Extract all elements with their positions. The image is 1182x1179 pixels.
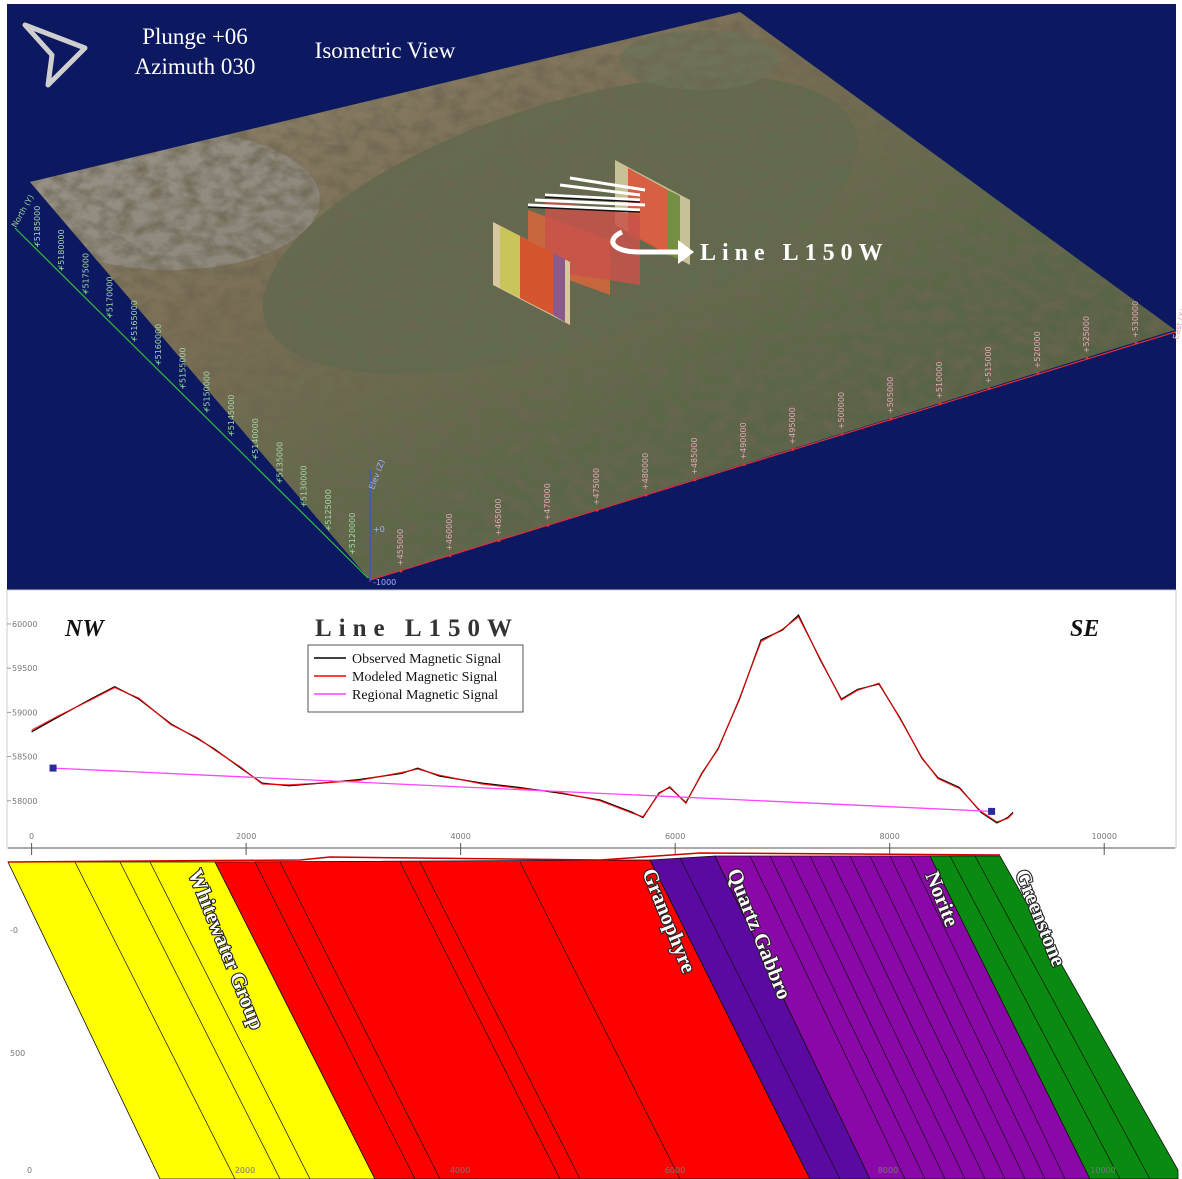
legend-label: Modeled Magnetic Signal	[352, 670, 498, 685]
chart-title: Line L150W	[315, 615, 519, 642]
north-tick-label: +5130000	[300, 465, 309, 507]
east-tick	[841, 433, 844, 436]
east-tick	[939, 402, 942, 405]
legend-label: Regional Magnetic Signal	[352, 688, 498, 703]
y-tick-label: 58500	[12, 753, 37, 762]
east-tick-label: +480000	[641, 453, 650, 490]
east-tick	[890, 418, 893, 421]
line-label: Line L150W	[700, 240, 889, 266]
x-tick-label: 2000	[236, 832, 256, 841]
east-tick-label: +500000	[837, 392, 846, 429]
east-tick-label: +495000	[788, 407, 797, 444]
x-tick-label: 8000	[880, 832, 900, 841]
north-tick-label: +5125000	[324, 489, 333, 531]
north-tick-label: +5175000	[81, 253, 90, 295]
section-x-label: 2000	[235, 1166, 255, 1175]
east-tick-label: +520000	[1033, 331, 1042, 368]
view-title: Isometric View	[315, 38, 456, 63]
east-tick-label: +530000	[1131, 301, 1140, 338]
east-tick	[645, 494, 648, 497]
north-tick-label: +5145000	[227, 395, 236, 437]
east-tick	[1135, 342, 1138, 345]
elev-tick-label: -1000	[373, 578, 396, 587]
north-tick-label: +5140000	[251, 418, 260, 460]
east-tick	[596, 509, 599, 512]
depth-label: 0	[27, 1166, 32, 1175]
north-tick-label: +5135000	[275, 442, 284, 484]
east-tick	[694, 478, 697, 481]
azimuth-label: Azimuth 030	[135, 54, 256, 79]
east-tick-label: +505000	[886, 377, 895, 414]
x-tick-label: 0	[29, 832, 34, 841]
east-tick	[1086, 357, 1089, 360]
east-tick	[449, 554, 452, 557]
figure: Plunge +06 Azimuth 030 Isometric View Li…	[0, 0, 1182, 1179]
east-tick-label: +465000	[494, 498, 503, 535]
east-tick	[988, 387, 991, 390]
x-tick-label: 6000	[665, 832, 685, 841]
east-tick-label: +515000	[984, 346, 993, 383]
nw-label: NW	[64, 616, 105, 642]
y-tick-label: 60000	[12, 620, 37, 629]
depth-label: -0	[10, 926, 18, 935]
east-tick	[498, 539, 501, 542]
section-x-label: 8000	[878, 1166, 898, 1175]
east-tick-label: +460000	[445, 514, 454, 551]
north-tick-label: +5165000	[130, 300, 139, 342]
north-tick-label: +5180000	[57, 229, 66, 271]
elev-tick-label: +0	[373, 525, 385, 534]
east-tick	[1037, 372, 1040, 375]
east-tick	[792, 448, 795, 451]
east-tick	[743, 463, 746, 466]
east-tick-label: +455000	[396, 529, 405, 566]
east-tick-label: +525000	[1082, 316, 1091, 353]
east-tick-label: +510000	[935, 362, 944, 399]
east-tick-label: +470000	[543, 483, 552, 520]
geology-section	[8, 853, 1178, 1179]
north-tick-label: +5155000	[178, 347, 187, 389]
east-tick-label: +485000	[690, 438, 699, 475]
y-tick-label: 59500	[12, 664, 37, 673]
depth-label: 500	[10, 1049, 25, 1058]
north-tick-label: +5170000	[106, 277, 115, 319]
section-x-label: 4000	[450, 1166, 470, 1175]
north-tick-label: +5160000	[154, 324, 163, 366]
east-tick	[547, 524, 550, 527]
east-tick-label: +490000	[739, 422, 748, 459]
y-tick-label: 58000	[12, 797, 37, 806]
chart-frame	[7, 590, 1176, 848]
north-tick-label: +5120000	[348, 513, 357, 555]
se-label: SE	[1070, 616, 1099, 642]
east-tick-label: +475000	[592, 468, 601, 505]
east-tick	[400, 570, 403, 573]
point-marker	[988, 808, 995, 815]
north-tick-label: +5185000	[33, 206, 42, 248]
plunge-label: Plunge +06	[142, 24, 248, 49]
legend-label: Observed Magnetic Signal	[352, 652, 501, 667]
section-x-label: 6000	[665, 1166, 685, 1175]
x-tick-label: 10000	[1091, 832, 1116, 841]
north-tick-label: +5150000	[203, 371, 212, 413]
x-tick-label: 4000	[450, 832, 470, 841]
section-x-label: 10000	[1090, 1166, 1115, 1175]
point-marker	[50, 765, 57, 772]
y-tick-label: 59000	[12, 708, 37, 717]
